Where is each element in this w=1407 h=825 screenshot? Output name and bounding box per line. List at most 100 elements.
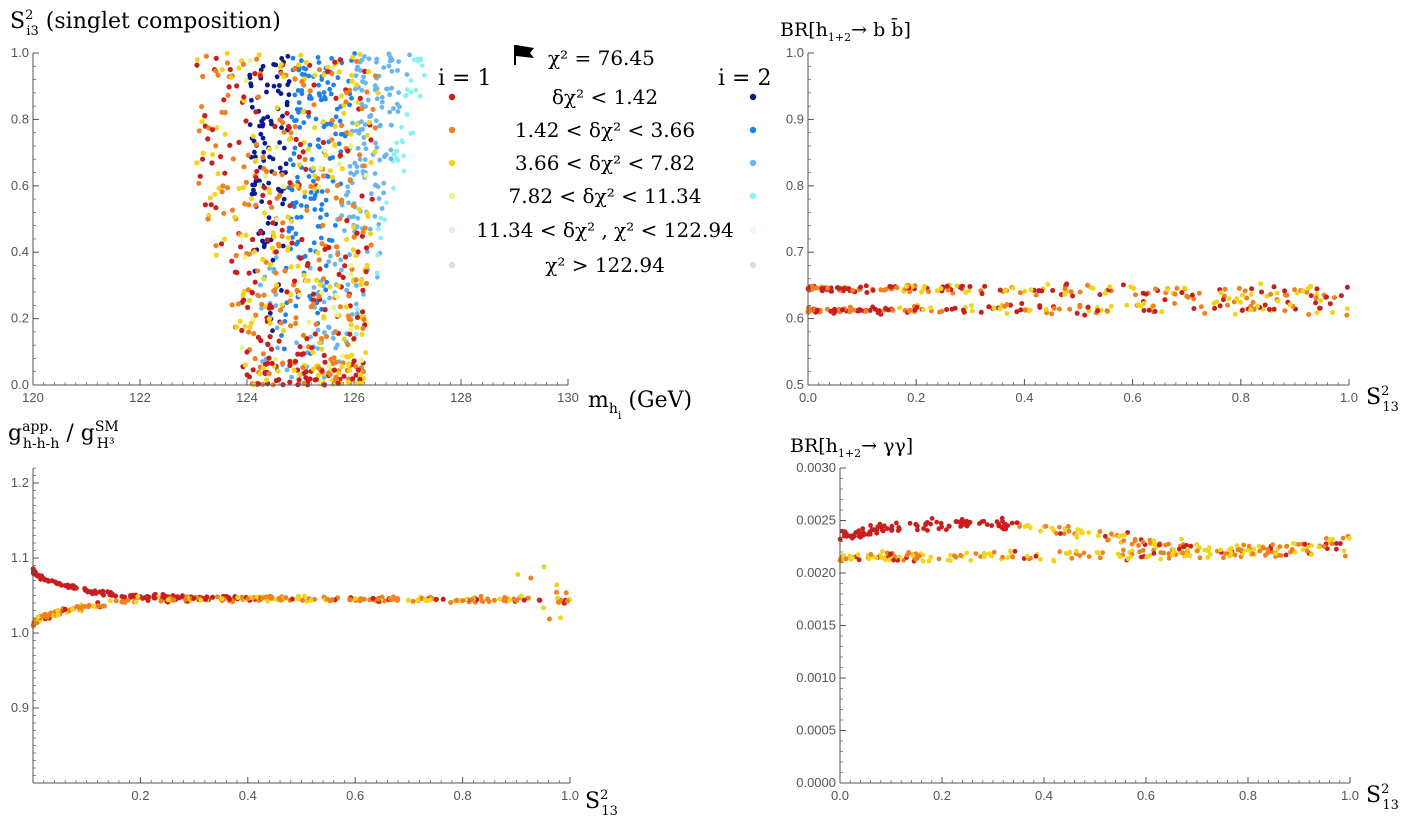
data-point [386,51,392,57]
legend-marker-i2 [749,159,757,167]
data-point [814,307,820,313]
data-point [325,69,331,75]
data-point [348,271,354,277]
data-point [1121,538,1127,543]
data-point [274,325,280,331]
data-point [249,97,254,103]
data-point [368,137,374,143]
legend-marker-i2 [749,226,757,234]
data-point [293,231,299,237]
data-point [285,53,291,59]
data-point [1338,541,1343,546]
data-point [1038,556,1043,562]
data-point [1248,303,1254,309]
data-point [225,92,231,98]
data-point [314,277,320,283]
data-point [1184,546,1190,552]
data-point [1314,310,1320,316]
data-point [309,96,314,101]
data-point [55,612,61,618]
data-point [300,365,306,371]
data-point [1136,543,1141,548]
data-point [1287,302,1293,308]
data-point [250,133,256,139]
data-point [289,218,295,224]
data-point [1282,288,1288,294]
data-point [261,244,267,250]
data-point [318,97,324,103]
data-point [348,263,354,269]
data-point [851,532,857,538]
data-point [323,197,329,203]
data-point [276,377,282,383]
data-point [279,56,285,61]
data-point [335,342,340,348]
data-point [857,307,862,313]
data-point [254,594,260,600]
data-point [191,595,197,601]
data-point [1056,306,1062,312]
data-point [324,212,329,218]
data-point [248,196,254,202]
data-point [1097,529,1103,534]
data-point [241,98,247,104]
data-point [1309,543,1314,548]
data-point [331,367,337,373]
y-tick-label: 0.0015 [796,618,836,633]
data-point [344,236,350,243]
data-point [292,76,298,82]
data-point [237,318,243,324]
x-tick-label: 0.2 [907,390,925,405]
data-point [843,556,849,562]
data-point [1258,281,1264,287]
data-point [541,605,546,611]
data-point [1074,548,1079,554]
y-tick-label: 0.0030 [796,460,836,475]
legend-row-label: 7.82 < δχ² < 11.34 [509,184,702,208]
data-point [410,598,416,604]
data-point [363,245,370,251]
data-point [953,554,959,560]
data-point [281,145,287,151]
data-point [251,331,257,337]
data-point [814,285,820,291]
data-point [255,94,261,100]
data-point [1104,308,1110,314]
data-point [949,306,955,312]
data-point [1309,552,1314,557]
data-point [260,256,266,262]
data-point [926,289,932,295]
data-point [929,516,935,521]
data-point [267,262,274,268]
panel1-xlabel: mhi (GeV) [588,388,692,422]
data-point [1153,286,1159,292]
data-point [1049,525,1055,531]
data-point [301,272,307,278]
data-point [395,109,401,114]
data-point [302,156,308,162]
data-point [1036,288,1042,294]
data-point [246,297,253,303]
data-point [399,124,404,130]
data-point [399,138,405,144]
data-point [1321,543,1327,549]
panel2-title: BR[h1+2→ b b̄] [780,17,911,44]
data-point [339,122,345,128]
data-point [1304,548,1310,554]
data-point [1077,553,1083,559]
data-point [320,173,326,179]
data-point [348,322,354,328]
data-point [1259,289,1264,295]
data-point [1197,555,1203,561]
data-point [342,254,349,260]
data-point [350,120,355,126]
data-point [1317,305,1323,311]
data-point [375,252,381,258]
data-point [234,83,240,89]
data-point [205,136,211,142]
data-point [479,598,485,604]
data-point [292,145,298,151]
data-point [454,597,460,603]
data-point [353,82,360,88]
data-point [322,148,328,154]
